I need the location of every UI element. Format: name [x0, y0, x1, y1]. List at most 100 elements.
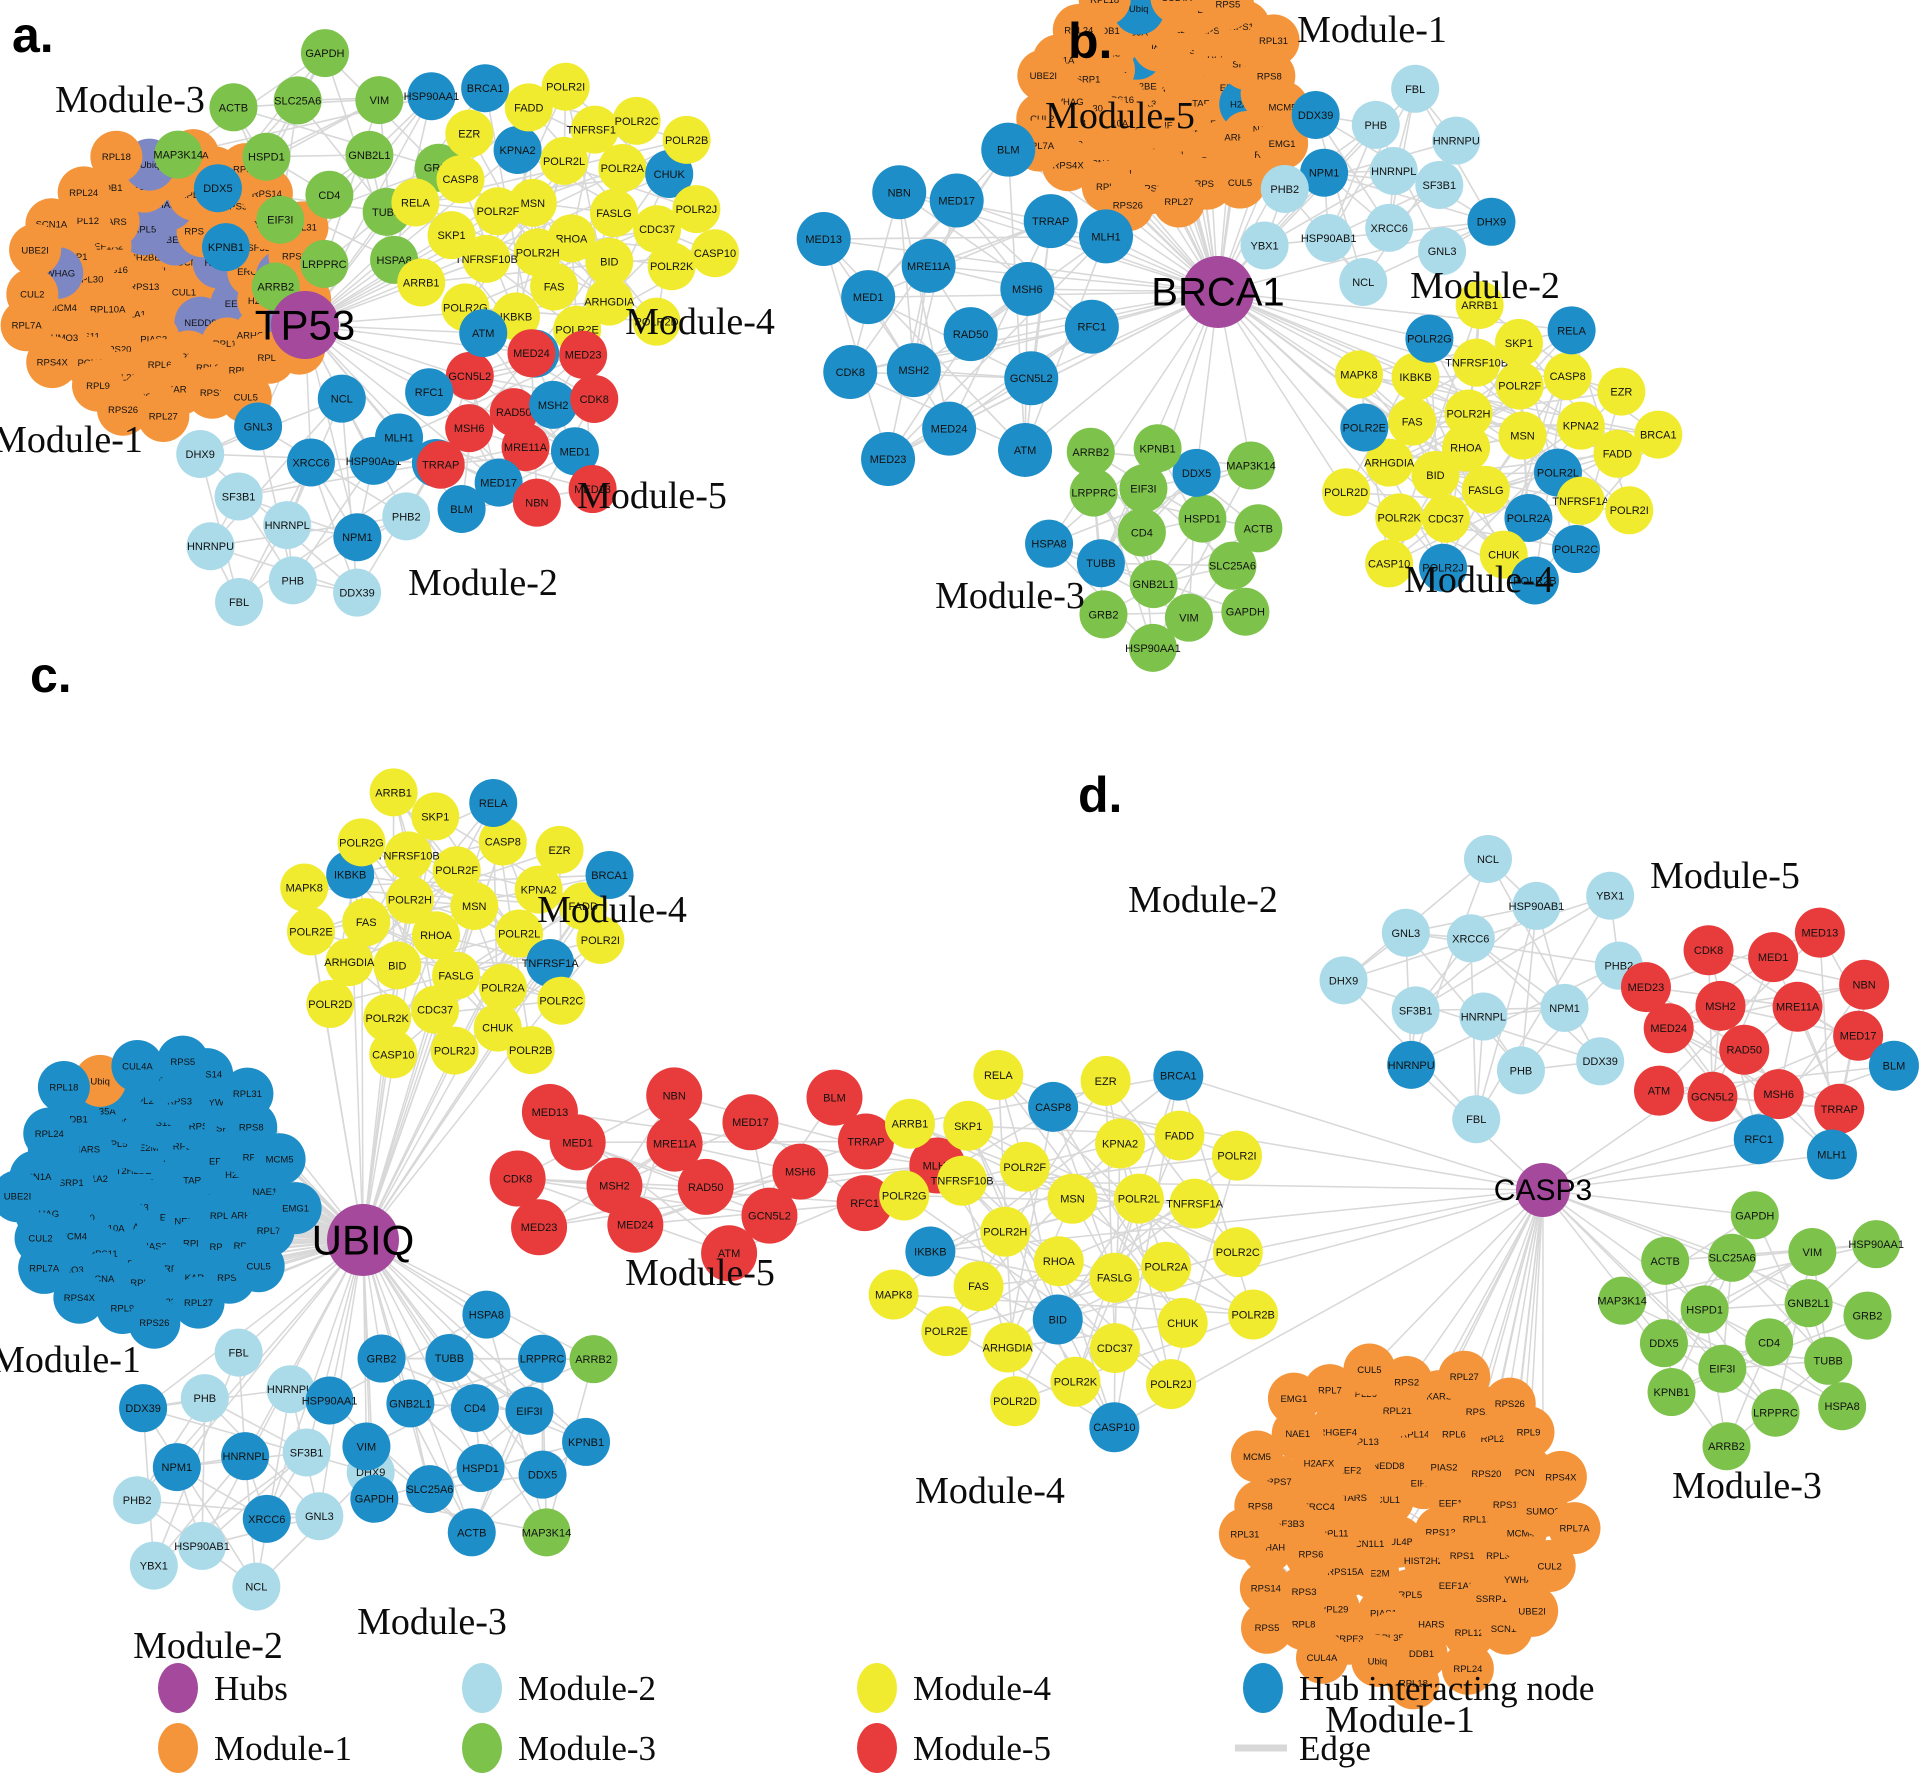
network-node[interactable] [447, 1508, 496, 1557]
network-node[interactable] [1322, 468, 1371, 517]
network-node[interactable] [646, 1067, 703, 1124]
network-node[interactable] [432, 846, 481, 895]
network-node[interactable] [1548, 1502, 1601, 1555]
network-node[interactable] [430, 1026, 479, 1075]
network-node[interactable] [662, 115, 711, 164]
hub-node[interactable] [271, 291, 339, 359]
network-node[interactable] [1415, 160, 1464, 209]
network-node[interactable] [1784, 1279, 1833, 1328]
network-node[interactable] [879, 1170, 930, 1221]
network-node[interactable] [333, 513, 382, 562]
network-node[interactable] [405, 1465, 454, 1514]
network-node[interactable] [981, 122, 1036, 177]
network-node[interactable] [1023, 194, 1078, 249]
network-node[interactable] [1304, 214, 1353, 263]
network-node[interactable] [1494, 318, 1543, 367]
network-node[interactable] [1411, 450, 1460, 499]
network-node[interactable] [1698, 1344, 1747, 1393]
network-node[interactable] [23, 1107, 76, 1160]
network-node[interactable] [585, 850, 634, 899]
network-node[interactable] [493, 125, 542, 174]
network-node[interactable] [1146, 1359, 1197, 1410]
network-node[interactable] [632, 297, 681, 346]
network-node[interactable] [841, 270, 896, 325]
network-node[interactable] [529, 380, 578, 429]
network-node[interactable] [1365, 438, 1414, 487]
network-node[interactable] [585, 277, 634, 326]
network-node[interactable] [1794, 907, 1845, 958]
network-node[interactable] [1605, 486, 1654, 535]
network-node[interactable] [97, 383, 150, 436]
network-node[interactable] [1201, 0, 1254, 30]
network-node[interactable] [504, 83, 553, 132]
network-node[interactable] [1702, 1422, 1751, 1471]
network-node[interactable] [530, 262, 579, 311]
network-node[interactable] [1172, 448, 1221, 497]
network-node[interactable] [521, 1083, 578, 1140]
network-node[interactable] [256, 195, 305, 244]
network-node[interactable] [1079, 209, 1134, 264]
network-node[interactable] [796, 212, 851, 267]
network-node[interactable] [518, 1334, 567, 1383]
network-node[interactable] [473, 187, 522, 236]
network-node[interactable] [722, 1094, 779, 1151]
network-node[interactable] [286, 907, 335, 956]
network-node[interactable] [1452, 338, 1501, 387]
network-node[interactable] [1117, 508, 1166, 557]
network-node[interactable] [1510, 556, 1559, 605]
network-node[interactable] [445, 109, 494, 158]
network-node[interactable] [325, 938, 374, 987]
network-node[interactable] [1643, 1003, 1694, 1054]
network-node[interactable] [569, 1335, 618, 1384]
network-node[interactable] [333, 568, 382, 617]
network-node[interactable] [462, 234, 511, 283]
network-node[interactable] [1267, 1372, 1320, 1425]
network-node[interactable] [1391, 64, 1440, 113]
network-node[interactable] [1211, 1130, 1262, 1181]
network-node[interactable] [1080, 1055, 1131, 1106]
hub-node[interactable] [1182, 256, 1254, 328]
network-node[interactable] [1772, 981, 1823, 1032]
network-node[interactable] [384, 831, 433, 880]
network-node[interactable] [772, 1143, 829, 1200]
network-node[interactable] [214, 1328, 263, 1377]
network-node[interactable] [1806, 1129, 1857, 1180]
network-node[interactable] [1504, 493, 1553, 542]
network-node[interactable] [1078, 0, 1131, 26]
network-node[interactable] [1461, 465, 1510, 514]
network-node[interactable] [884, 1098, 935, 1149]
network-node[interactable] [1340, 403, 1389, 452]
network-node[interactable] [355, 76, 404, 125]
network-node[interactable] [1444, 389, 1493, 438]
network-node[interactable] [37, 1061, 90, 1114]
network-node[interactable] [478, 963, 527, 1012]
network-node[interactable] [522, 1508, 571, 1557]
network-node[interactable] [1814, 1083, 1865, 1134]
network-node[interactable] [886, 343, 941, 398]
network-node[interactable] [280, 863, 329, 912]
network-node[interactable] [701, 1225, 758, 1282]
network-node[interactable] [953, 1261, 1004, 1312]
network-node[interactable] [1319, 956, 1368, 1005]
network-node[interactable] [1804, 1336, 1853, 1385]
network-node[interactable] [201, 223, 250, 272]
network-node[interactable] [1543, 352, 1592, 401]
network-node[interactable] [1178, 494, 1227, 543]
network-node[interactable] [385, 875, 434, 924]
network-node[interactable] [1422, 494, 1471, 543]
network-node[interactable] [1443, 1606, 1496, 1659]
network-node[interactable] [990, 1376, 1041, 1427]
network-node[interactable] [1441, 1642, 1494, 1695]
network-node[interactable] [1226, 441, 1275, 490]
network-node[interactable] [1839, 959, 1890, 1010]
network-node[interactable] [1050, 1356, 1101, 1407]
network-node[interactable] [342, 1422, 391, 1471]
network-node[interactable] [518, 1450, 567, 1499]
network-node[interactable] [1241, 1601, 1294, 1654]
network-node[interactable] [1212, 1227, 1263, 1278]
network-node[interactable] [129, 1541, 178, 1590]
network-node[interactable] [1113, 1173, 1164, 1224]
network-node[interactable] [677, 1158, 734, 1215]
network-node[interactable] [137, 389, 190, 442]
network-node[interactable] [221, 1067, 274, 1120]
